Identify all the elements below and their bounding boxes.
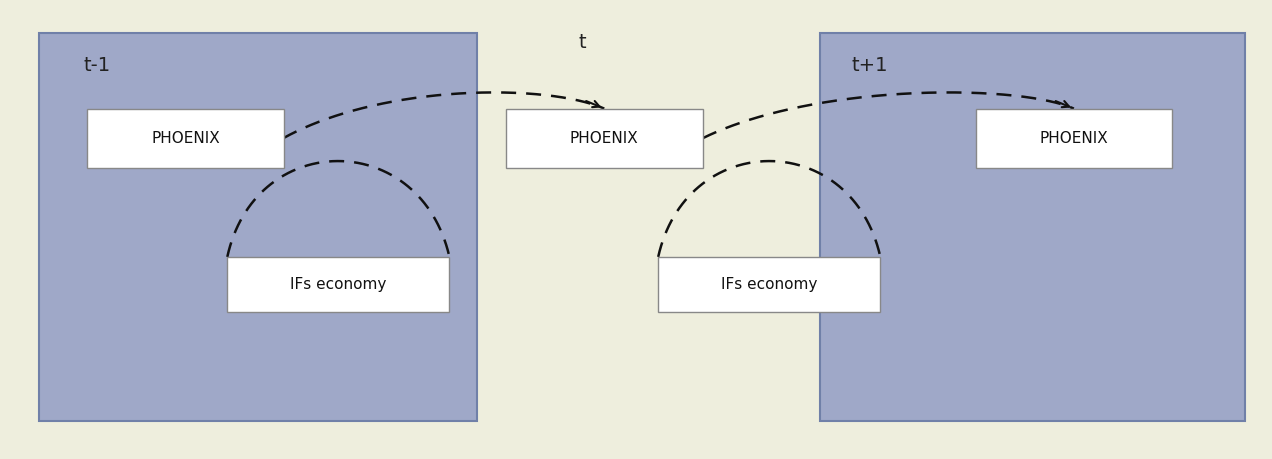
FancyBboxPatch shape bbox=[86, 109, 284, 168]
FancyBboxPatch shape bbox=[39, 34, 477, 421]
Text: PHOENIX: PHOENIX bbox=[1039, 131, 1108, 146]
FancyBboxPatch shape bbox=[820, 34, 1245, 421]
Text: t+1: t+1 bbox=[852, 56, 888, 75]
FancyBboxPatch shape bbox=[226, 257, 449, 312]
FancyBboxPatch shape bbox=[658, 257, 880, 312]
Text: IFs economy: IFs economy bbox=[290, 277, 385, 292]
Text: PHOENIX: PHOENIX bbox=[570, 131, 639, 146]
Text: IFs economy: IFs economy bbox=[721, 277, 818, 292]
FancyBboxPatch shape bbox=[506, 109, 702, 168]
Text: t: t bbox=[579, 33, 586, 52]
Text: PHOENIX: PHOENIX bbox=[151, 131, 220, 146]
FancyBboxPatch shape bbox=[976, 109, 1173, 168]
Text: t-1: t-1 bbox=[84, 56, 111, 75]
